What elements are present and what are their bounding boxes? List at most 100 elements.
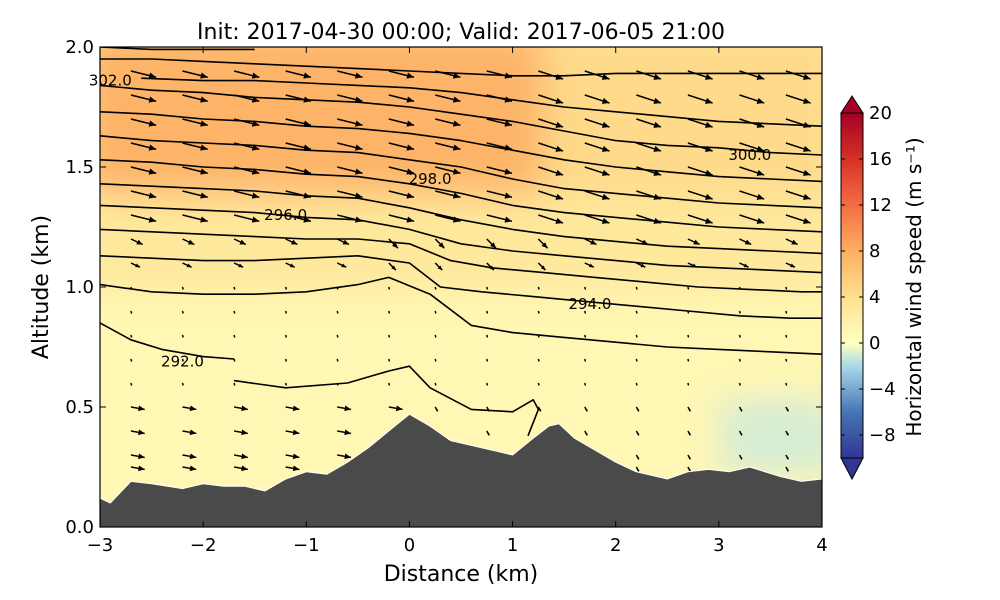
wind-vector: [687, 262, 698, 268]
wind-vector: [130, 286, 133, 290]
wind-vector: [584, 70, 610, 80]
wind-vector: [538, 118, 564, 128]
wind-vector: [635, 310, 638, 314]
wind-vector: [486, 262, 495, 271]
wind-vector: [337, 94, 363, 103]
wind-vector: [182, 166, 208, 175]
contour-label: 294.0: [568, 295, 611, 313]
wind-vector: [337, 190, 363, 199]
wind-vector: [285, 238, 298, 246]
contour-line: [141, 77, 822, 127]
wind-vector: [233, 166, 260, 175]
wind-vector: [182, 429, 197, 436]
colorbar-tick-label: 8: [869, 241, 880, 262]
wind-vector: [635, 430, 640, 436]
wind-vector: [285, 429, 300, 436]
wind-vector: [486, 310, 489, 314]
wind-vector: [434, 358, 437, 362]
wind-vector: [785, 262, 796, 268]
wind-vector: [388, 70, 415, 79]
wind-vector: [434, 382, 437, 386]
wind-vector: [687, 334, 690, 338]
wind-vector: [486, 406, 490, 412]
y-tick-label: 0.5: [65, 397, 94, 418]
wind-vector: [687, 358, 690, 362]
wind-vector: [388, 286, 391, 290]
wind-vector: [584, 238, 597, 246]
wind-vector: [636, 70, 662, 80]
terrain: [100, 413, 822, 527]
wind-vector: [182, 465, 197, 472]
wind-vector: [785, 214, 811, 224]
wind-vector: [233, 310, 236, 314]
wind-vector: [785, 238, 798, 246]
wind-vector: [486, 94, 513, 103]
wind-vector: [388, 166, 415, 175]
wind-vector: [182, 453, 197, 460]
wind-vector: [337, 453, 352, 460]
wind-vector: [537, 286, 540, 290]
wind-vector: [584, 406, 588, 412]
colorbar-ticks: 20 16 12 8 4 0 −4 −8: [841, 103, 896, 446]
contour-label: 298.0: [409, 170, 452, 188]
wind-vector: [538, 94, 564, 104]
wind-vector: [434, 334, 437, 338]
wind-vector: [584, 382, 587, 386]
wind-vector: [537, 262, 546, 271]
plot-area: 292.0 294.0 296.0 298.0 300.0 302.0: [89, 46, 823, 528]
wind-vector: [130, 142, 157, 151]
wind-vector: [388, 238, 399, 249]
wind-vector: [336, 334, 339, 338]
wind-vector: [486, 334, 489, 338]
wind-vector: [738, 406, 743, 412]
wind-vector: [584, 94, 610, 104]
wind-vector: [130, 358, 133, 362]
wind-vector: [233, 238, 247, 246]
wind-vector: [584, 358, 587, 362]
wind-vector: [738, 358, 741, 362]
wind-vector: [486, 382, 489, 386]
y-tick-label: 1.0: [65, 277, 94, 298]
wind-vector: [739, 118, 765, 128]
wind-vector: [785, 406, 790, 412]
wind-vector: [337, 142, 363, 151]
wind-vector: [537, 238, 549, 249]
wind-vector: [337, 70, 363, 79]
wind-vector: [435, 70, 461, 79]
contour-labels: 292.0 294.0 296.0 298.0 300.0 302.0: [89, 72, 771, 371]
wind-vector: [584, 118, 610, 128]
wind-vector: [738, 286, 741, 290]
wind-vector: [785, 310, 788, 314]
colorbar-label: Horizontal wind speed (m s⁻¹): [902, 137, 926, 436]
wind-vector: [486, 238, 497, 249]
contour-line: [100, 58, 822, 77]
wind-vector: [285, 142, 312, 151]
wind-vector: [435, 94, 461, 103]
wind-vector: [738, 454, 743, 460]
wind-vector: [182, 262, 192, 268]
wind-vector: [130, 214, 157, 223]
wind-vector: [388, 94, 415, 103]
wind-vector: [486, 142, 513, 151]
wind-vector: [486, 118, 513, 127]
x-tick-label: 3: [713, 535, 724, 556]
wind-vector: [388, 405, 403, 412]
wind-vector: [285, 453, 300, 460]
wind-vector: [739, 190, 765, 200]
wind-vector: [785, 94, 811, 104]
wind-vector: [130, 166, 157, 175]
wind-vector: [739, 142, 765, 152]
contour-line: [100, 255, 822, 319]
wind-vector: [636, 166, 662, 176]
wind-vector: [233, 405, 249, 412]
x-axis: −3 −2 −1 0 1 2 3 4: [87, 47, 828, 556]
wind-vector: [233, 262, 244, 268]
contour-line: [100, 159, 822, 233]
wind-vector: [687, 406, 692, 412]
wind-vector: [584, 166, 610, 176]
wind-vector: [336, 238, 350, 246]
y-axis-label: Altitude (km): [29, 215, 54, 359]
y-tick-label: 1.5: [65, 157, 94, 178]
wind-vector: [284, 310, 288, 314]
wind-vector: [130, 118, 157, 127]
